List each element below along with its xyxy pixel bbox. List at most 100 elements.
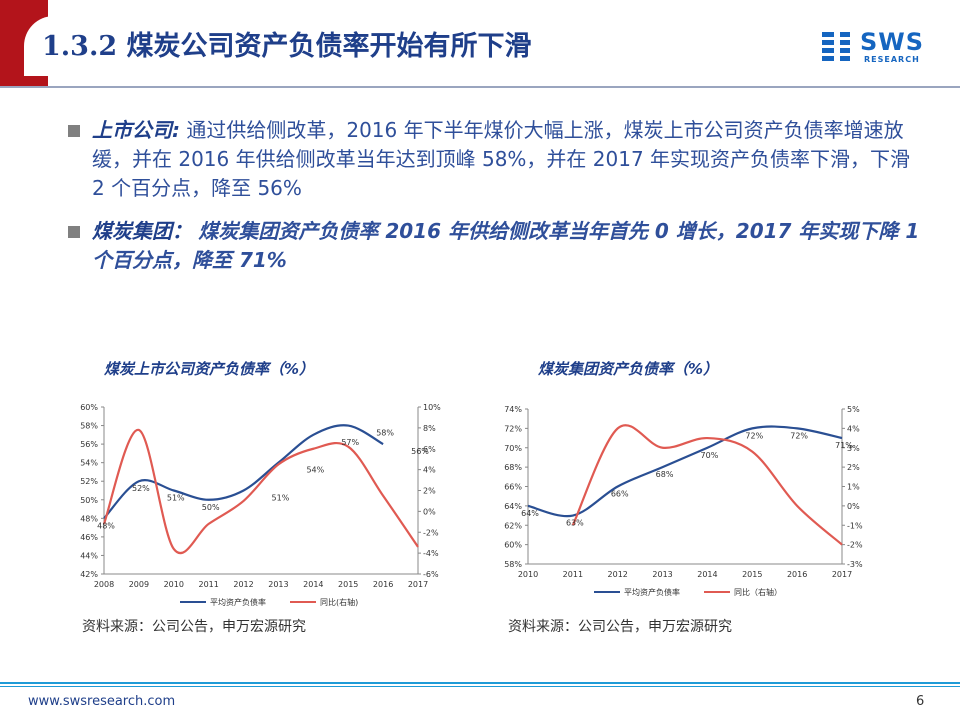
chart-coal-groups: 58% 60% 62% 64% 66% 68% 70% 72% 74% -3% -2% -1% 0% 1%… xyxy=(504,405,863,597)
slide-header: 1.3.2 煤炭公司资产负债率开始有所下滑 xyxy=(0,0,960,88)
x-tick-label: 2013 xyxy=(652,570,672,579)
x-tick-label: 2012 xyxy=(233,580,253,589)
y-left-tick-label: 42% xyxy=(80,570,98,579)
x-tick-label: 2016 xyxy=(373,580,393,589)
data-label: 50% xyxy=(202,503,220,512)
data-label: 56% xyxy=(411,447,429,456)
y-left-tick-label: 56% xyxy=(80,440,98,449)
y-right-tick-label: 2% xyxy=(423,487,436,496)
sws-logo: SWS RESEARCH xyxy=(820,28,940,68)
bullet-text: 通过供给侧改革，2016 年下半年煤价大幅上涨，煤炭上市公司资产负债率增速放缓，… xyxy=(92,118,911,200)
y-left-tick-label: 72% xyxy=(504,424,522,433)
sws-logo-icon xyxy=(822,32,850,61)
y-left-tick-label: 44% xyxy=(80,551,98,560)
footer-url: www.swsresearch.com xyxy=(28,694,176,709)
y-right-tick-label: -2% xyxy=(423,528,439,537)
y-right-tick-label: 10% xyxy=(423,403,441,412)
chart-title-groups: 煤炭集团资产负债率（%） xyxy=(538,360,719,378)
y-right-tick-label: 3% xyxy=(847,444,860,453)
bullet-lead: 上市公司: xyxy=(92,118,180,142)
bullet-lead: 煤炭集团： xyxy=(92,219,192,243)
bullet-list: 上市公司: 通过供给侧改革，2016 年下半年煤价大幅上涨，煤炭上市公司资产负债… xyxy=(68,116,928,275)
yoy-series-line xyxy=(571,424,843,546)
y-left-tick-label: 68% xyxy=(504,463,522,472)
y-right-tick-label: -6% xyxy=(423,570,439,579)
data-label: 48% xyxy=(97,521,115,530)
page-title: 1.3.2 煤炭公司资产负债率开始有所下滑 xyxy=(42,31,532,62)
y-right-tick-label: -3% xyxy=(847,560,863,569)
x-tick-label: 2013 xyxy=(268,580,288,589)
y-left-tick-label: 52% xyxy=(80,477,98,486)
x-tick-label: 2010 xyxy=(164,580,184,589)
chart-source-listed: 资料来源：公司公告，申万宏源研究 xyxy=(82,619,306,635)
y-right-tick-label: 1% xyxy=(847,483,860,492)
x-tick-label: 2009 xyxy=(129,580,149,589)
footer-divider xyxy=(0,682,960,684)
y-left-tick-label: 48% xyxy=(80,514,98,523)
y-right-tick-label: -2% xyxy=(847,541,863,550)
y-right-tick-label: 2% xyxy=(847,463,860,472)
data-label: 68% xyxy=(656,470,674,479)
y-right-tick-label: 6% xyxy=(423,445,436,454)
legend-label-debt-ratio: 平均资产负债率 xyxy=(624,587,680,597)
data-label: 72% xyxy=(745,431,763,440)
y-right-tick-label: 8% xyxy=(423,424,436,433)
y-right-tick-label: 4% xyxy=(847,424,860,433)
chart-listed-companies: 42% 44% 46% 48% 50% 52% 54% 56% 58% 60% -6% -4% -2% 0… xyxy=(80,403,441,607)
bullet-listed-companies: 上市公司: 通过供给侧改革，2016 年下半年煤价大幅上涨，煤炭上市公司资产负债… xyxy=(68,116,928,203)
y-left-tick-label: 54% xyxy=(80,459,98,468)
y-right-tick-label: 4% xyxy=(423,466,436,475)
data-label: 52% xyxy=(132,484,150,493)
y-left-tick-label: 62% xyxy=(504,521,522,530)
data-label: 54% xyxy=(306,466,324,475)
debt-ratio-series-line xyxy=(103,424,384,520)
x-tick-label: 2011 xyxy=(563,570,583,579)
x-tick-label: 2015 xyxy=(742,570,762,579)
data-label: 64% xyxy=(521,509,539,518)
data-label: 72% xyxy=(790,431,808,440)
y-right-tick-label: -1% xyxy=(847,521,863,530)
data-label: 70% xyxy=(701,451,719,460)
x-tick-label: 2016 xyxy=(787,570,807,579)
bullet-coal-groups: 煤炭集团： 煤炭集团资产负债率 2016 年供给侧改革当年首先 0 增长，201… xyxy=(68,217,928,275)
bullet-text: 煤炭集团资产负债率 2016 年供给侧改革当年首先 0 增长，2017 年实现下… xyxy=(92,219,920,272)
x-tick-label: 2017 xyxy=(408,580,428,589)
y-left-tick-label: 58% xyxy=(504,560,522,569)
y-left-tick-label: 60% xyxy=(80,403,98,412)
header-divider xyxy=(0,86,960,88)
header-title-panel xyxy=(24,16,814,76)
data-label: 57% xyxy=(341,438,359,447)
page-number: 6 xyxy=(916,694,925,709)
chart-source-groups: 资料来源：公司公告，申万宏源研究 xyxy=(508,619,732,635)
legend-label-debt-ratio: 平均资产负债率 xyxy=(210,597,266,607)
y-right-tick-label: 0% xyxy=(423,507,436,516)
y-left-tick-label: 70% xyxy=(504,444,522,453)
y-right-tick-label: 0% xyxy=(847,502,860,511)
y-left-tick-label: 58% xyxy=(80,422,98,431)
x-tick-label: 2011 xyxy=(198,580,218,589)
x-tick-label: 2008 xyxy=(94,580,114,589)
y-left-tick-label: 60% xyxy=(504,541,522,550)
data-label: 63% xyxy=(566,519,584,528)
yoy-series-line xyxy=(102,428,419,555)
y-left-tick-label: 66% xyxy=(504,483,522,492)
data-label: 66% xyxy=(611,490,629,499)
bullet-square-icon xyxy=(68,125,80,137)
chart-title-listed: 煤炭上市公司资产负债率（%） xyxy=(104,360,315,378)
y-left-tick-label: 50% xyxy=(80,496,98,505)
data-label: 51% xyxy=(167,494,185,503)
y-left-tick-label: 64% xyxy=(504,502,522,511)
footer-divider-thin xyxy=(0,686,960,687)
legend-label-yoy: 同比(右轴) xyxy=(320,597,358,607)
x-tick-label: 2012 xyxy=(608,570,628,579)
x-tick-label: 2015 xyxy=(338,580,358,589)
bullet-square-icon xyxy=(68,226,80,238)
data-label: 58% xyxy=(376,429,394,438)
y-right-tick-label: -4% xyxy=(423,549,439,558)
x-tick-label: 2014 xyxy=(697,570,717,579)
x-tick-label: 2010 xyxy=(518,570,538,579)
y-left-tick-label: 46% xyxy=(80,533,98,542)
data-label: 51% xyxy=(272,494,290,503)
y-left-tick-label: 74% xyxy=(504,405,522,414)
logo-subtitle: RESEARCH xyxy=(864,55,920,64)
